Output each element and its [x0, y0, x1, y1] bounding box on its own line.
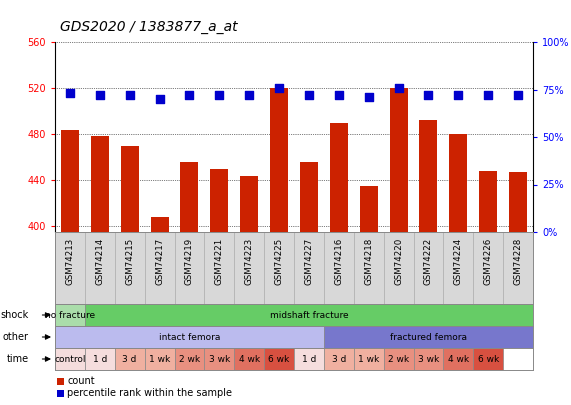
- Text: GSM74218: GSM74218: [364, 238, 373, 285]
- Text: 2 wk: 2 wk: [388, 354, 409, 364]
- Bar: [360, 186, 377, 232]
- Point: [155, 96, 164, 102]
- Text: 1 wk: 1 wk: [358, 354, 379, 364]
- Text: midshaft fracture: midshaft fracture: [270, 311, 348, 320]
- Bar: [57, 390, 64, 397]
- Text: intact femora: intact femora: [159, 333, 220, 341]
- Point: [394, 84, 403, 91]
- Text: other: other: [3, 332, 29, 341]
- Text: GSM74222: GSM74222: [424, 238, 433, 285]
- Point: [454, 92, 463, 98]
- Bar: [234, 348, 264, 370]
- Text: GSM74214: GSM74214: [95, 238, 104, 285]
- Bar: [384, 348, 413, 370]
- Text: GSM74213: GSM74213: [66, 238, 74, 285]
- Text: GSM74228: GSM74228: [513, 238, 522, 285]
- Text: count: count: [67, 377, 95, 386]
- Text: GSM74225: GSM74225: [275, 238, 284, 285]
- Text: 4 wk: 4 wk: [448, 354, 469, 364]
- Text: GSM74217: GSM74217: [155, 238, 164, 285]
- Bar: [115, 348, 144, 370]
- Text: GDS2020 / 1383877_a_at: GDS2020 / 1383877_a_at: [60, 20, 238, 34]
- Point: [65, 90, 74, 96]
- Text: 3 wk: 3 wk: [208, 354, 230, 364]
- Point: [185, 92, 194, 98]
- Bar: [151, 217, 168, 232]
- Point: [275, 84, 284, 91]
- Bar: [144, 348, 175, 370]
- Bar: [55, 304, 85, 326]
- Point: [364, 94, 373, 100]
- Text: 1 wk: 1 wk: [149, 354, 170, 364]
- Text: GSM74216: GSM74216: [334, 238, 343, 285]
- Point: [424, 92, 433, 98]
- Text: GSM74221: GSM74221: [215, 238, 224, 285]
- Bar: [324, 326, 533, 348]
- Text: GSM74220: GSM74220: [394, 238, 403, 285]
- Bar: [330, 123, 348, 232]
- Bar: [389, 88, 408, 232]
- Point: [513, 92, 522, 98]
- Bar: [509, 172, 527, 232]
- Text: 3 d: 3 d: [123, 354, 137, 364]
- Text: percentile rank within the sample: percentile rank within the sample: [67, 388, 232, 399]
- Bar: [91, 136, 108, 232]
- Point: [484, 92, 493, 98]
- Text: 6 wk: 6 wk: [477, 354, 499, 364]
- Bar: [354, 348, 384, 370]
- Bar: [473, 348, 503, 370]
- Bar: [61, 130, 79, 232]
- Text: GSM74226: GSM74226: [484, 238, 493, 285]
- Point: [95, 92, 104, 98]
- Bar: [180, 162, 198, 232]
- Text: GSM74227: GSM74227: [304, 238, 313, 285]
- Text: no fracture: no fracture: [45, 311, 95, 320]
- Point: [125, 92, 134, 98]
- Bar: [449, 134, 467, 232]
- Bar: [300, 162, 318, 232]
- Bar: [120, 146, 139, 232]
- Text: 3 d: 3 d: [332, 354, 346, 364]
- Point: [244, 92, 254, 98]
- Text: fractured femora: fractured femora: [390, 333, 467, 341]
- Bar: [55, 348, 85, 370]
- Text: 1 d: 1 d: [301, 354, 316, 364]
- Text: shock: shock: [1, 309, 29, 320]
- Text: time: time: [6, 354, 29, 364]
- Bar: [413, 348, 443, 370]
- Bar: [85, 348, 115, 370]
- Bar: [204, 348, 234, 370]
- Bar: [294, 348, 324, 370]
- Point: [334, 92, 343, 98]
- Bar: [479, 171, 497, 232]
- Bar: [324, 348, 354, 370]
- Text: control: control: [54, 354, 86, 364]
- Bar: [443, 348, 473, 370]
- Bar: [55, 326, 324, 348]
- Bar: [240, 176, 258, 232]
- Text: GSM74215: GSM74215: [125, 238, 134, 285]
- Text: GSM74219: GSM74219: [185, 238, 194, 285]
- Point: [215, 92, 224, 98]
- Text: 4 wk: 4 wk: [239, 354, 260, 364]
- Bar: [175, 348, 204, 370]
- Text: 3 wk: 3 wk: [418, 354, 439, 364]
- Bar: [420, 120, 437, 232]
- Bar: [264, 348, 294, 370]
- Bar: [57, 378, 64, 385]
- Point: [304, 92, 313, 98]
- Text: 1 d: 1 d: [93, 354, 107, 364]
- Bar: [270, 88, 288, 232]
- Text: 6 wk: 6 wk: [268, 354, 289, 364]
- Text: GSM74223: GSM74223: [245, 238, 254, 285]
- Text: GSM74224: GSM74224: [454, 238, 463, 285]
- Bar: [210, 168, 228, 232]
- Text: 2 wk: 2 wk: [179, 354, 200, 364]
